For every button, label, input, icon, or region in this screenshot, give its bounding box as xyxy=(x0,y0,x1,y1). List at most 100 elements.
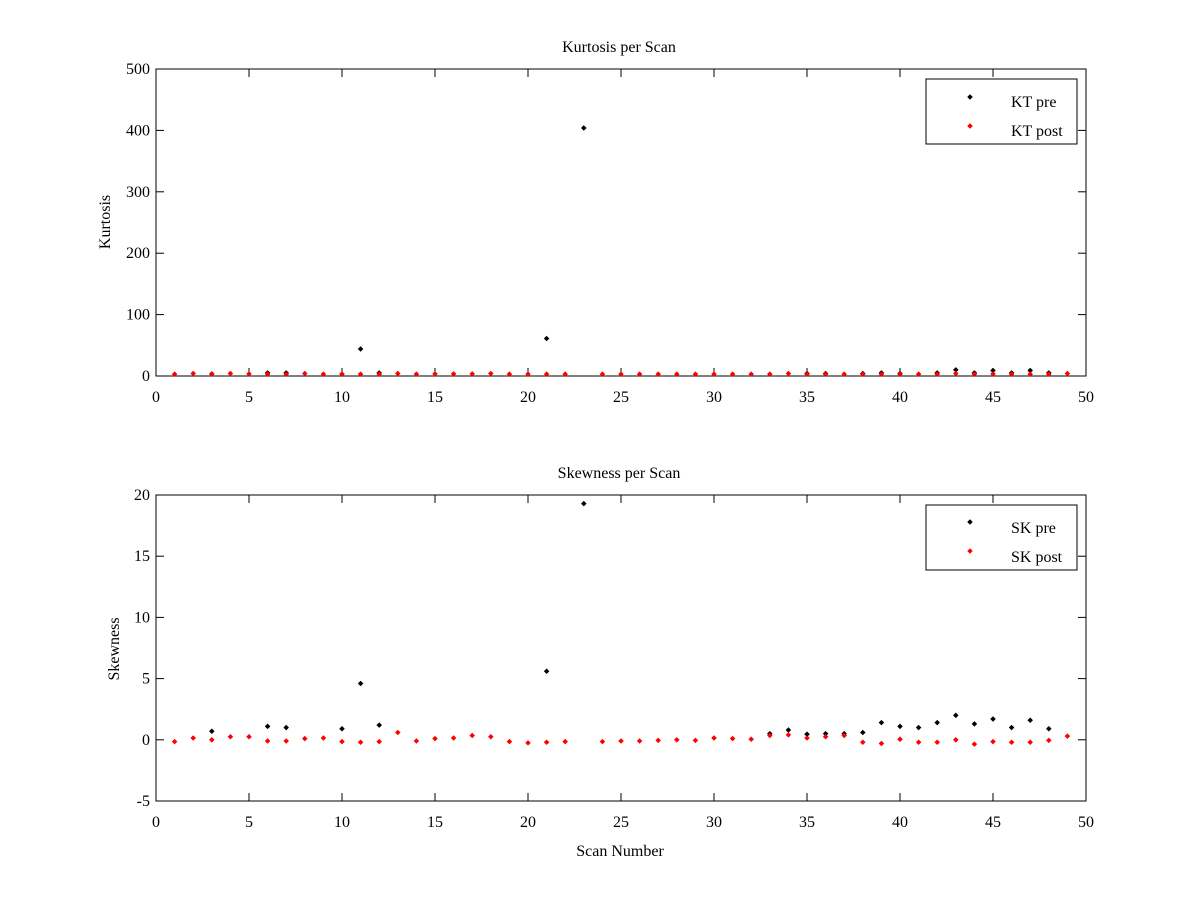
data-point xyxy=(1027,371,1033,377)
data-point xyxy=(283,371,289,377)
data-point xyxy=(934,739,940,746)
x-tick-label: 50 xyxy=(1078,814,1094,831)
x-tick-label: 30 xyxy=(706,814,722,831)
data-point xyxy=(320,735,327,741)
data-point xyxy=(246,733,252,740)
data-point xyxy=(283,724,289,731)
data-point xyxy=(525,740,531,746)
data-point xyxy=(227,370,234,377)
data-point xyxy=(1008,739,1015,746)
data-point xyxy=(302,735,308,742)
data-point xyxy=(804,735,810,741)
x-tick-label: 45 xyxy=(985,389,1001,406)
data-point xyxy=(395,370,401,377)
data-point xyxy=(636,738,643,744)
data-point xyxy=(599,371,606,377)
pre-series xyxy=(209,500,1052,738)
data-point xyxy=(469,732,475,739)
data-point xyxy=(971,741,978,747)
data-point xyxy=(1027,717,1033,723)
data-point xyxy=(915,371,922,377)
skewness-legend-label-pre: SK pre xyxy=(1011,520,1056,537)
data-point xyxy=(413,371,420,377)
data-point xyxy=(562,371,568,377)
data-point xyxy=(190,735,196,741)
data-point xyxy=(897,371,903,377)
data-point xyxy=(543,335,550,342)
data-point xyxy=(748,736,754,742)
x-tick-label: 45 xyxy=(985,814,1001,831)
kurtosis-panel: Kurtosis per Scan Kurtosis 0 5 10 15 20 25 30 3… xyxy=(97,39,1094,406)
y-tick-label: 0 xyxy=(142,368,150,385)
legend-marker-diamond xyxy=(967,548,973,554)
data-point xyxy=(339,738,345,745)
data-point xyxy=(711,371,717,377)
data-point xyxy=(878,719,885,726)
x-tick-label: 25 xyxy=(613,389,629,406)
y-tick-label: 10 xyxy=(134,609,150,626)
data-point xyxy=(339,371,345,377)
skewness-panel: Skewness per Scan Skewness Scan Number 0… xyxy=(106,465,1094,860)
data-point xyxy=(655,737,661,744)
y-tick-label: -5 xyxy=(137,793,150,810)
data-point xyxy=(543,739,550,746)
data-point xyxy=(990,738,996,745)
data-point xyxy=(562,738,568,745)
data-point xyxy=(748,371,754,377)
data-point xyxy=(822,371,829,377)
kurtosis-legend-box xyxy=(925,78,1078,145)
x-tick-label: 10 xyxy=(334,814,350,831)
data-point xyxy=(264,723,271,730)
y-tick-label: 0 xyxy=(142,732,150,749)
data-point xyxy=(302,370,308,377)
data-point xyxy=(227,733,234,740)
skewness-title: Skewness per Scan xyxy=(558,465,681,482)
data-point xyxy=(264,371,271,377)
data-point xyxy=(320,371,327,377)
kurtosis-legend-marker-post xyxy=(967,123,973,129)
x-tick-label: 40 xyxy=(892,814,908,831)
skewness-legend-label-post: SK post xyxy=(1011,549,1063,566)
data-point xyxy=(860,371,866,377)
data-point xyxy=(1046,371,1052,377)
x-tick-label: 5 xyxy=(245,814,253,831)
data-point xyxy=(209,728,215,734)
y-tick-label: 500 xyxy=(126,61,150,78)
data-point xyxy=(953,737,959,743)
data-point xyxy=(804,371,810,377)
data-point xyxy=(357,680,364,687)
legend-marker-diamond xyxy=(967,94,973,100)
kurtosis-legend-label-pre: KT pre xyxy=(1011,94,1056,111)
data-point xyxy=(1008,371,1015,377)
data-point xyxy=(339,726,345,732)
data-point xyxy=(450,371,457,377)
y-tick-label: 400 xyxy=(126,122,150,139)
data-point xyxy=(990,716,996,722)
data-point xyxy=(543,371,550,377)
data-point xyxy=(692,737,699,744)
data-point xyxy=(878,740,885,747)
legend-marker-diamond xyxy=(967,123,973,129)
x-tick-label: 10 xyxy=(334,389,350,406)
data-point xyxy=(357,346,364,352)
data-point xyxy=(767,732,773,739)
y-tick-label: 200 xyxy=(126,245,150,262)
data-point xyxy=(618,738,624,744)
kurtosis-series xyxy=(171,125,1071,377)
data-point xyxy=(264,738,271,744)
skewness-series xyxy=(171,500,1071,747)
data-point xyxy=(990,371,996,377)
skewness-ylabel: Skewness xyxy=(106,617,123,680)
kurtosis-legend-marker-pre xyxy=(967,94,973,100)
data-point xyxy=(636,371,643,377)
data-point xyxy=(1008,724,1015,731)
data-point xyxy=(971,371,978,377)
data-point xyxy=(860,739,866,746)
data-point xyxy=(171,371,178,377)
data-point xyxy=(674,737,680,743)
data-point xyxy=(953,370,959,377)
data-point xyxy=(488,370,494,377)
y-tick-label: 15 xyxy=(134,548,150,565)
x-tick-label: 15 xyxy=(427,389,443,406)
